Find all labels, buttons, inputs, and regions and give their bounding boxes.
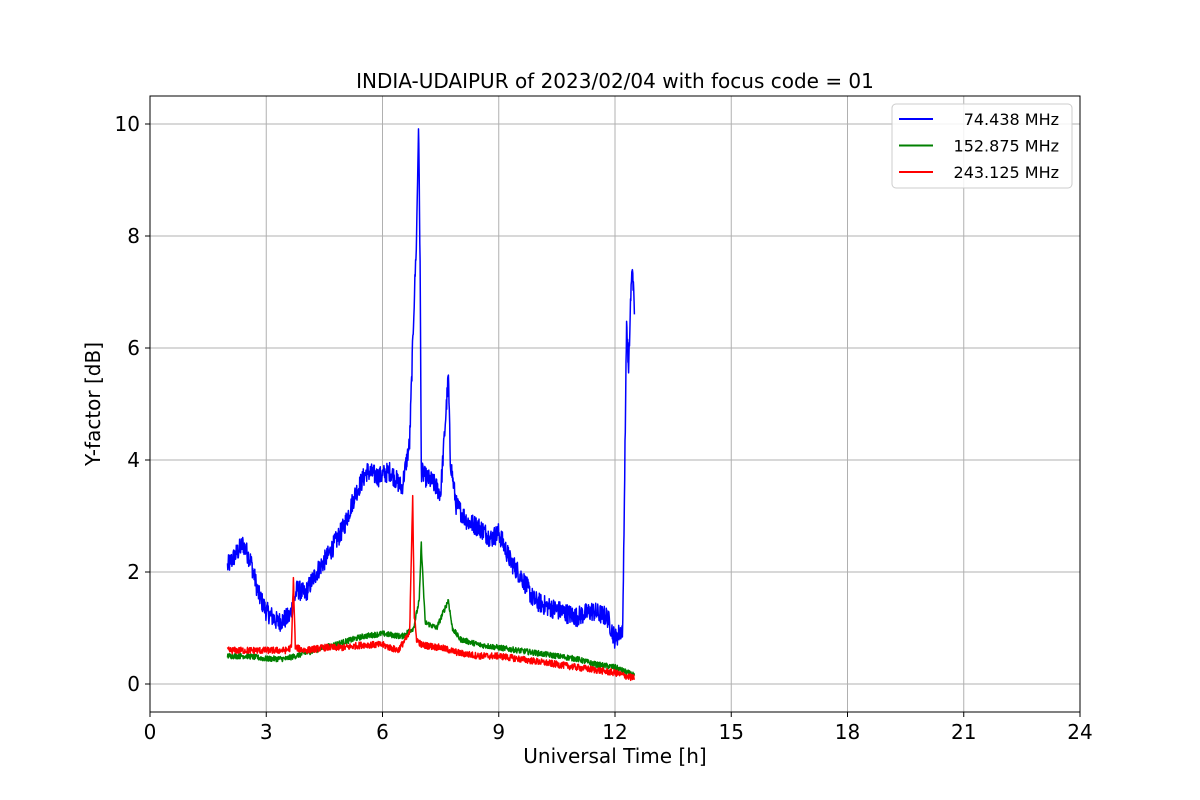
legend: 74.438 MHz 152.875 MHz 243.125 MHz <box>891 103 1073 189</box>
x-tick-label: 6 <box>376 720 389 744</box>
x-tick-label: 21 <box>951 720 976 744</box>
y-tick-label: 10 <box>115 112 140 136</box>
legend-label-1: 152.875 MHz <box>954 137 1059 156</box>
series-line-0 <box>226 128 636 649</box>
x-axis-label: Universal Time [h] <box>523 744 706 768</box>
y-tick-label: 8 <box>127 224 140 248</box>
y-tick-label: 4 <box>127 448 140 472</box>
x-tick-label: 9 <box>492 720 505 744</box>
y-tick-label: 0 <box>127 672 140 696</box>
legend-label-0: 74.438 MHz <box>964 110 1059 129</box>
y-tick-label: 2 <box>127 560 140 584</box>
y-tick-label: 6 <box>127 336 140 360</box>
x-tick-label: 0 <box>144 720 157 744</box>
x-tick-label: 12 <box>602 720 627 744</box>
series-group <box>226 128 636 682</box>
x-tick-label: 18 <box>835 720 860 744</box>
series-line-1 <box>226 541 636 678</box>
legend-box <box>891 103 1073 189</box>
y-axis-label: Y-factor [dB] <box>81 342 105 467</box>
x-tick-label: 15 <box>719 720 744 744</box>
series-line-2 <box>226 494 636 682</box>
x-tick-label: 3 <box>260 720 273 744</box>
chart-title: INDIA-UDAIPUR of 2023/02/04 with focus c… <box>356 69 874 93</box>
x-tick-label: 24 <box>1067 720 1092 744</box>
legend-label-2: 243.125 MHz <box>954 163 1059 182</box>
